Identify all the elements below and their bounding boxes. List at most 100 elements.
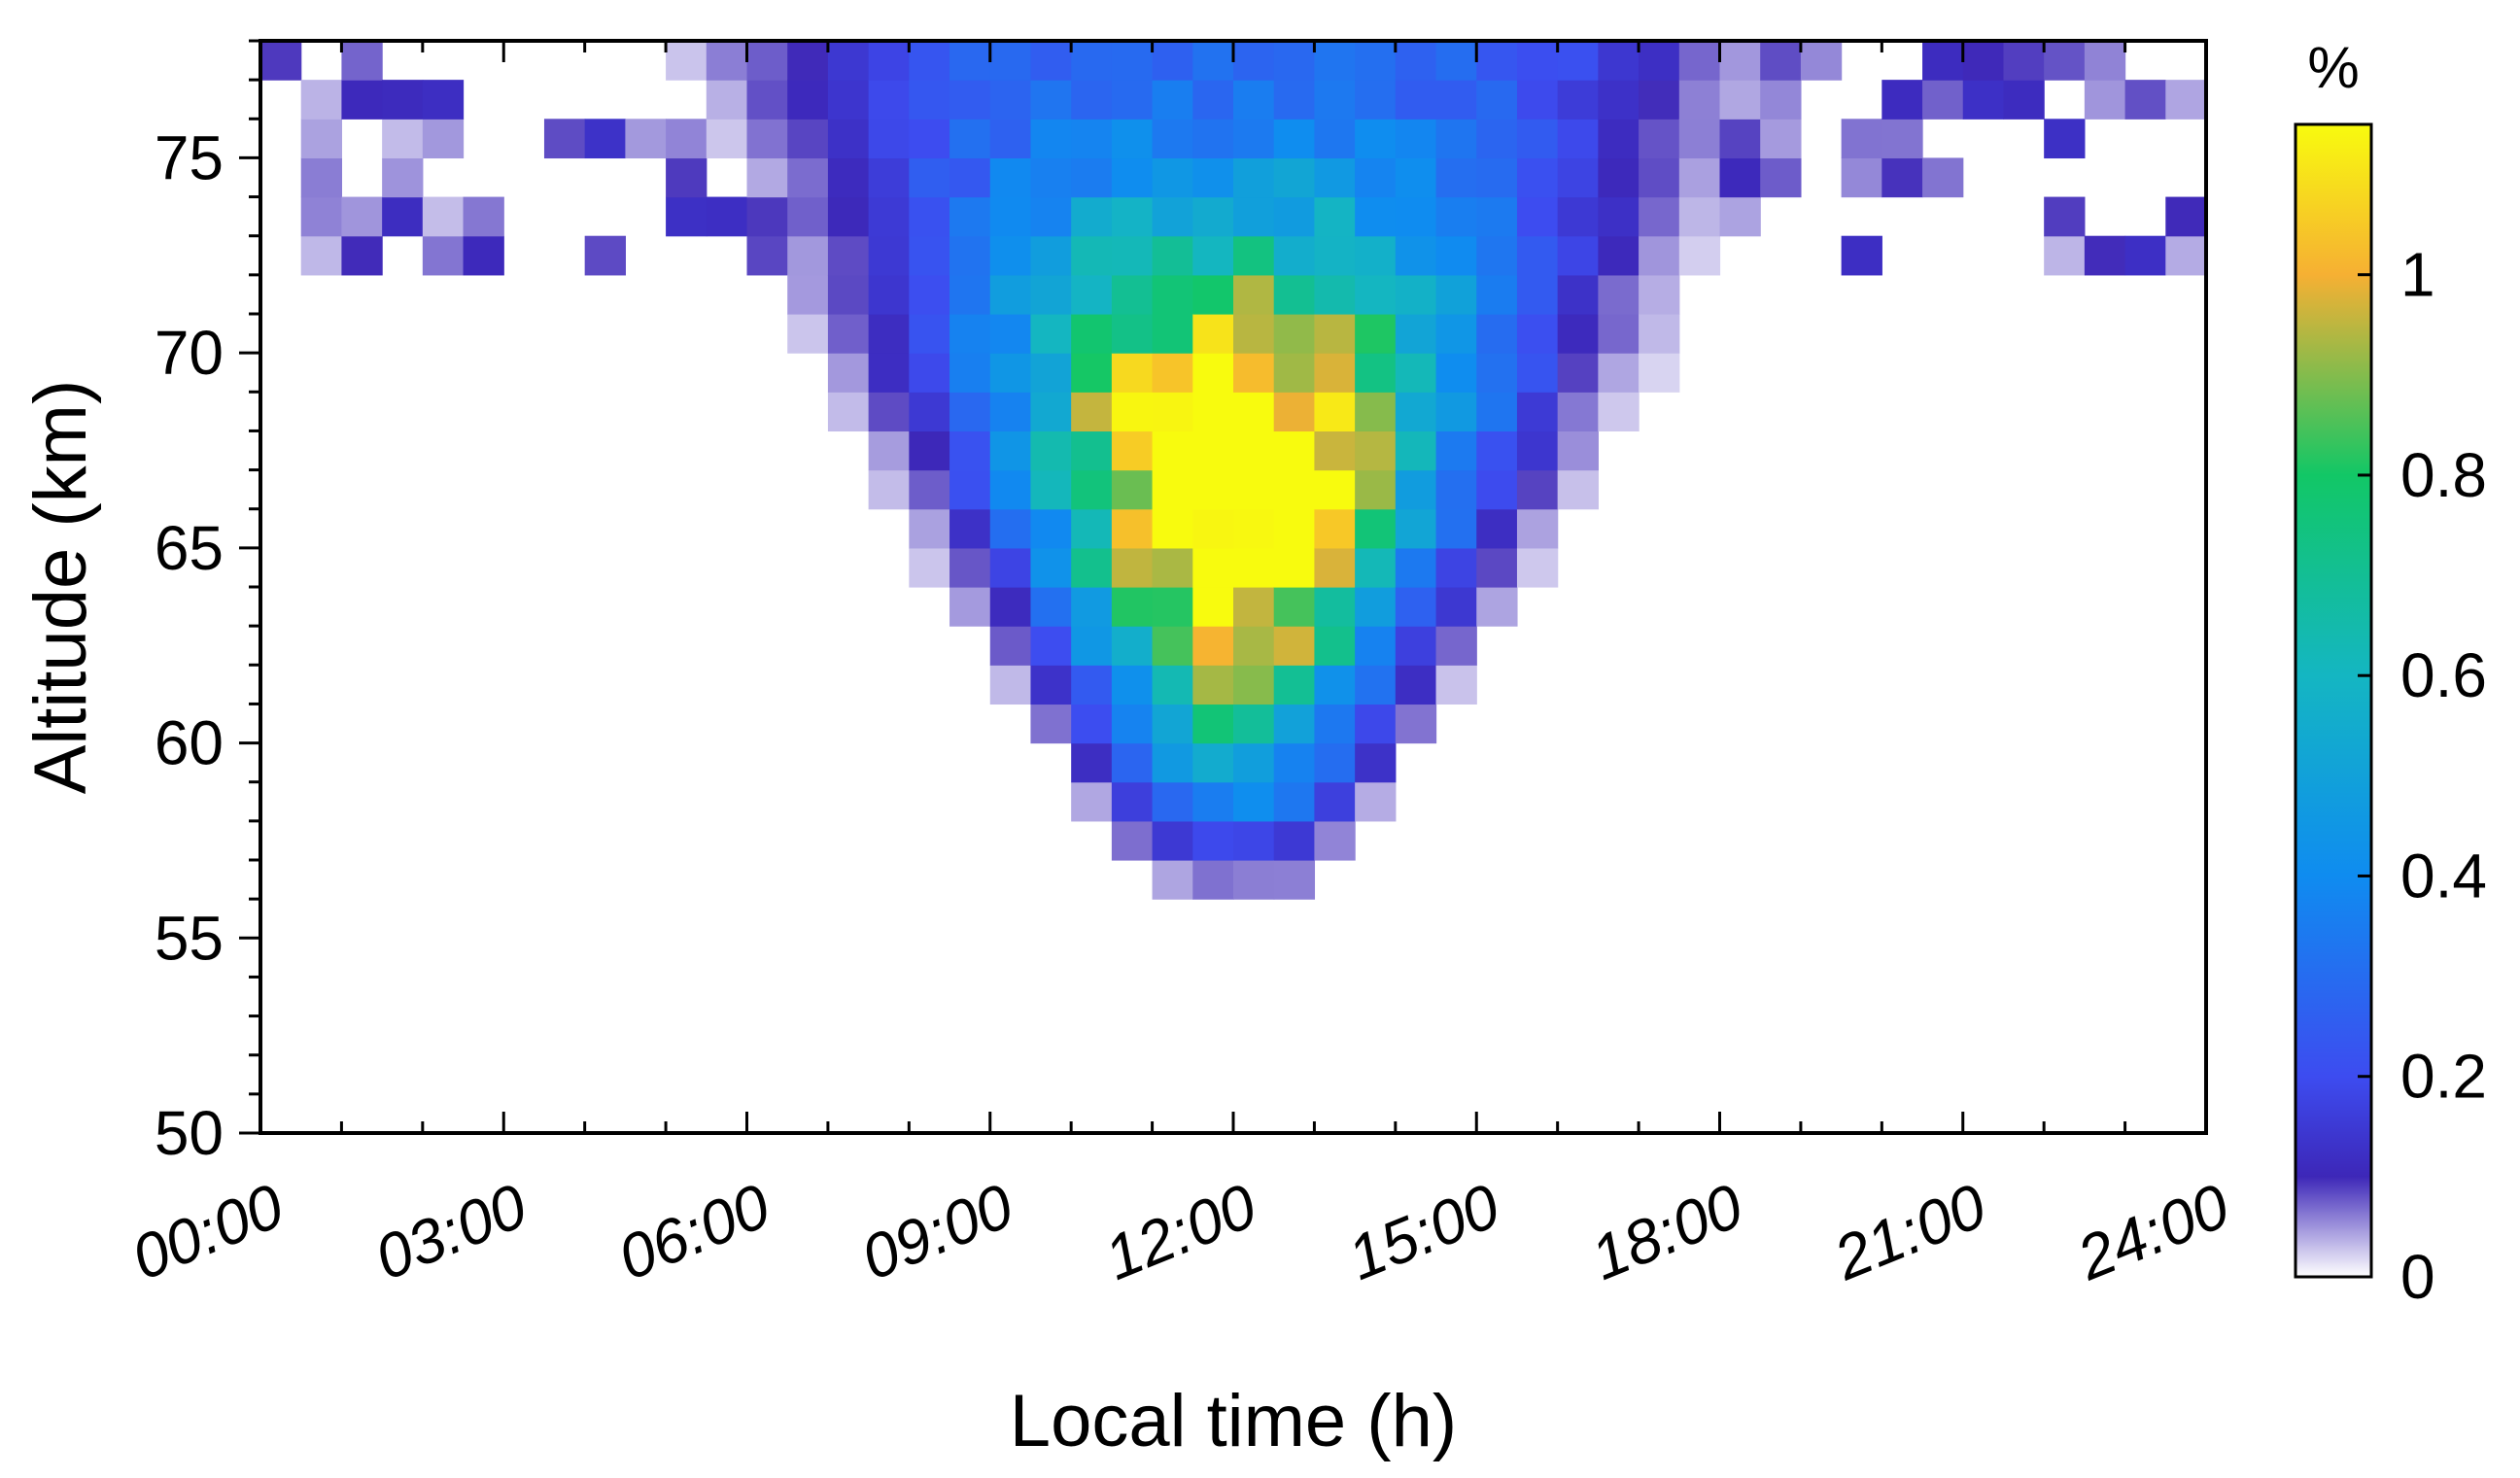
heatmap-cell — [1233, 80, 1275, 120]
heatmap-cell — [1071, 235, 1113, 276]
heatmap-cell — [1314, 274, 1356, 315]
heatmap-cell — [1476, 235, 1518, 276]
heatmap-cell — [1639, 80, 1680, 120]
heatmap-cell — [1598, 274, 1640, 315]
heatmap-cell — [1435, 430, 1477, 471]
heatmap-cell — [1355, 704, 1397, 744]
heatmap-cell — [1071, 781, 1113, 822]
heatmap-cell — [1314, 665, 1356, 705]
heatmap-cell — [1233, 235, 1275, 276]
heatmap-cell — [1111, 665, 1154, 705]
heatmap-cell — [2003, 80, 2045, 120]
heatmap-cell — [1395, 80, 1437, 120]
heatmap-cell — [1841, 119, 1882, 159]
heatmap-cell — [1922, 157, 1964, 198]
heatmap-cell — [1435, 547, 1477, 588]
heatmap-cell — [300, 196, 343, 237]
colorbar-ticks: 0 0.2 0.4 0.6 0.8 1 — [2358, 240, 2487, 1312]
heatmap-cell — [868, 119, 910, 159]
heatmap-cell — [1355, 430, 1397, 471]
heatmap-cell — [1395, 626, 1437, 666]
heatmap-cell — [1476, 508, 1518, 549]
heatmap-cell — [1273, 157, 1316, 198]
heatmap-cell — [1516, 157, 1559, 198]
heatmap-cell — [1678, 196, 1721, 237]
heatmap-cell — [1355, 626, 1397, 666]
heatmap-cell — [1111, 392, 1154, 432]
heatmap-cell — [1030, 157, 1072, 198]
heatmap-cell — [1192, 119, 1234, 159]
heatmap-cell — [1516, 392, 1559, 432]
heatmap-cell — [1233, 353, 1275, 393]
y-tick-label: 65 — [155, 513, 224, 583]
heatmap-cell — [1111, 119, 1154, 159]
heatmap-cell — [1111, 469, 1154, 510]
heatmap-cell — [1152, 626, 1193, 666]
heatmap-cell — [1233, 314, 1275, 354]
heatmap-cell — [666, 119, 708, 159]
heatmap-cell — [1071, 157, 1113, 198]
y-tick-label: 70 — [155, 318, 224, 388]
axis-ticks — [239, 39, 2208, 1135]
heatmap-cell — [989, 626, 1032, 666]
heatmap-cell — [1273, 119, 1316, 159]
heatmap-cell — [1476, 430, 1518, 471]
heatmap-cell — [1233, 665, 1275, 705]
heatmap-cell — [1111, 353, 1154, 393]
heatmap-cell — [868, 41, 910, 81]
heatmap-cell — [1233, 119, 1275, 159]
heatmap-cell — [1760, 119, 1802, 159]
heatmap-cell — [1516, 508, 1559, 549]
heatmap-cell — [1314, 742, 1356, 783]
heatmap-cell — [1395, 274, 1437, 315]
heatmap-cell — [1030, 392, 1072, 432]
heatmap-cell — [1111, 742, 1154, 783]
heatmap-cell — [949, 157, 991, 198]
heatmap-cell — [1273, 860, 1316, 900]
heatmap-cell — [1273, 235, 1316, 276]
heatmap-cell — [382, 157, 424, 198]
heatmap-cell — [2044, 196, 2086, 237]
heatmap-cell — [1192, 781, 1234, 822]
y-tick-label: 55 — [155, 903, 224, 973]
heatmap-cell — [1152, 235, 1193, 276]
y-axis-title: Altitude (km) — [19, 380, 102, 795]
heatmap-cell — [1516, 274, 1559, 315]
heatmap-cell — [989, 80, 1032, 120]
heatmap-cell — [1516, 119, 1559, 159]
heatmap-cell — [949, 41, 991, 81]
heatmap-cell — [1355, 469, 1397, 510]
heatmap-cell — [1030, 508, 1072, 549]
heatmap-cell — [1598, 80, 1640, 120]
heatmap-cell — [1273, 430, 1316, 471]
x-tick-label: 15:00 — [1338, 1170, 1509, 1293]
heatmap-cell — [1030, 547, 1072, 588]
heatmap-cell — [1071, 665, 1113, 705]
heatmap-cell — [1314, 547, 1356, 588]
heatmap-cell — [909, 235, 950, 276]
heatmap-cell — [1273, 820, 1316, 861]
heatmap-cell — [2124, 80, 2166, 120]
heatmap-cell — [1233, 41, 1275, 81]
heatmap-cell — [1192, 353, 1234, 393]
heatmap-cell — [1192, 196, 1234, 237]
heatmap-cell — [1719, 119, 1761, 159]
heatmap-cell — [1639, 353, 1680, 393]
heatmap-cell — [2165, 196, 2207, 237]
heatmap-cell — [1030, 626, 1072, 666]
x-tick-label: 06:00 — [608, 1170, 779, 1293]
heatmap-cell — [422, 80, 465, 120]
heatmap-cell — [1476, 353, 1518, 393]
heatmap-cell — [989, 430, 1032, 471]
heatmap-cell — [909, 119, 950, 159]
heatmap-cell — [1152, 41, 1193, 81]
heatmap-cell — [341, 80, 383, 120]
heatmap-cell — [463, 196, 504, 237]
heatmap-cell — [1435, 119, 1477, 159]
heatmap-cell — [1516, 41, 1559, 81]
heatmap-cell — [989, 665, 1032, 705]
heatmap-cell — [1030, 314, 1072, 354]
heatmap-cell — [1598, 353, 1640, 393]
heatmap-cell — [1152, 508, 1193, 549]
y-tick-label: 60 — [155, 708, 224, 778]
